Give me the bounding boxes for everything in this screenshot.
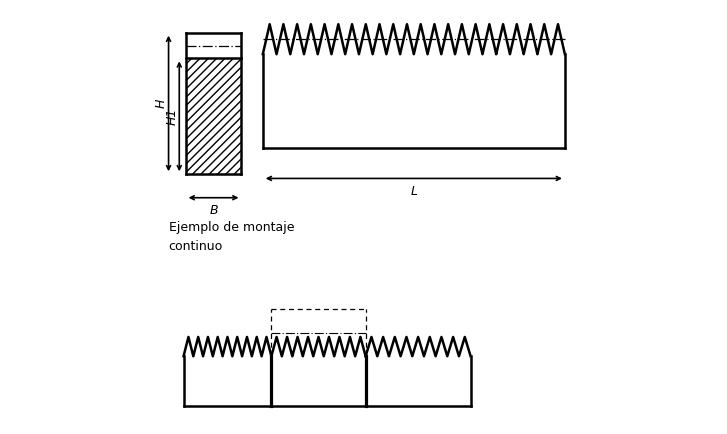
Text: H1: H1 — [166, 108, 179, 125]
Text: B: B — [209, 204, 218, 217]
Text: H: H — [154, 99, 167, 108]
Text: Ejemplo de montaje
continuo: Ejemplo de montaje continuo — [169, 221, 294, 253]
Bar — [185, 59, 241, 174]
Text: L: L — [410, 185, 417, 198]
